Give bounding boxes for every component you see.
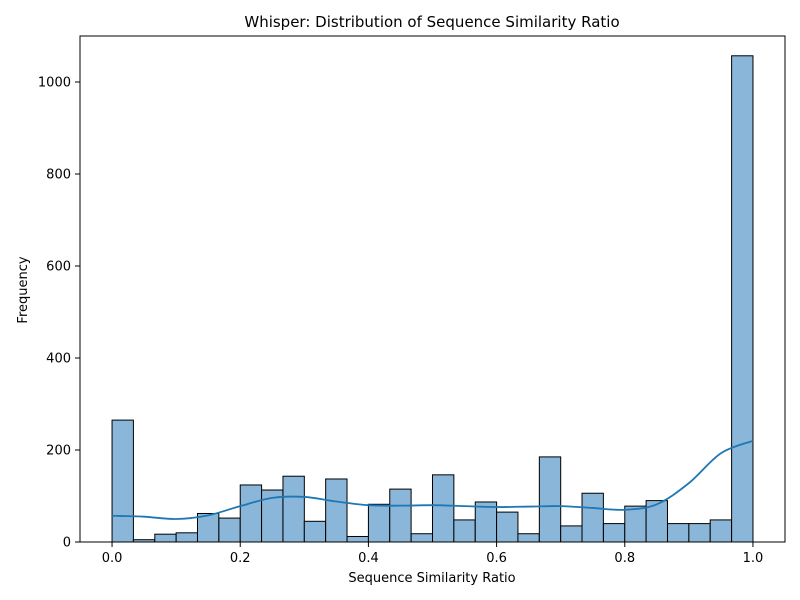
histogram-bar: [111, 419, 134, 543]
histogram-bar: [325, 478, 348, 543]
histogram-bar: [410, 533, 434, 543]
histogram-bar: [154, 533, 177, 543]
histogram-bar: [538, 456, 562, 543]
x-tick-label: 0.2: [230, 551, 251, 566]
y-tick-label: 200: [46, 444, 71, 459]
histogram-bar: [282, 475, 305, 543]
y-axis-label: Frequency: [16, 256, 31, 323]
histogram-bar: [196, 512, 220, 543]
histogram-bar: [303, 520, 327, 543]
histogram-bar: [709, 519, 733, 543]
x-tick-label: 0.4: [358, 551, 379, 566]
histogram-bar: [667, 523, 690, 543]
histogram-bar: [624, 505, 647, 543]
y-tick-label: 0: [63, 536, 71, 551]
histogram-bar: [602, 523, 626, 543]
histogram-bar: [496, 511, 519, 543]
histogram-bar: [175, 532, 198, 543]
histogram-bar: [346, 535, 369, 543]
plot-frame: [79, 35, 786, 543]
x-tick-label: 0.0: [102, 551, 123, 566]
histogram-bar: [517, 533, 540, 543]
histogram-bars: [111, 55, 754, 543]
histogram-bar: [367, 503, 391, 543]
y-tick-label: 600: [46, 260, 71, 275]
histogram-bar: [453, 519, 476, 543]
histogram-bar: [560, 525, 583, 543]
y-tick-label: 1000: [38, 76, 71, 91]
x-axis-label: Sequence Similarity Ratio: [348, 571, 515, 586]
histogram-bar: [432, 474, 455, 543]
x-tick-label: 1.0: [743, 551, 764, 566]
y-tick-label: 800: [46, 168, 71, 183]
histogram-bar: [218, 517, 241, 543]
histogram-bar: [731, 55, 754, 543]
x-tick-label: 0.6: [486, 551, 507, 566]
histogram-bar: [688, 523, 711, 543]
histogram-bar: [239, 484, 263, 543]
chart-title: Whisper: Distribution of Sequence Simila…: [244, 13, 619, 31]
histogram-bar: [581, 492, 604, 543]
histogram-bar: [474, 501, 498, 543]
x-axis: 0.0 0.2 0.4 0.6 0.8 1.0: [102, 542, 764, 566]
kde-curve: [112, 439, 754, 520]
y-axis: 0 200 400 600 800 1000: [38, 76, 80, 551]
x-tick-label: 0.8: [614, 551, 635, 566]
y-tick-label: 400: [46, 352, 71, 367]
histogram-bar: [389, 488, 412, 543]
